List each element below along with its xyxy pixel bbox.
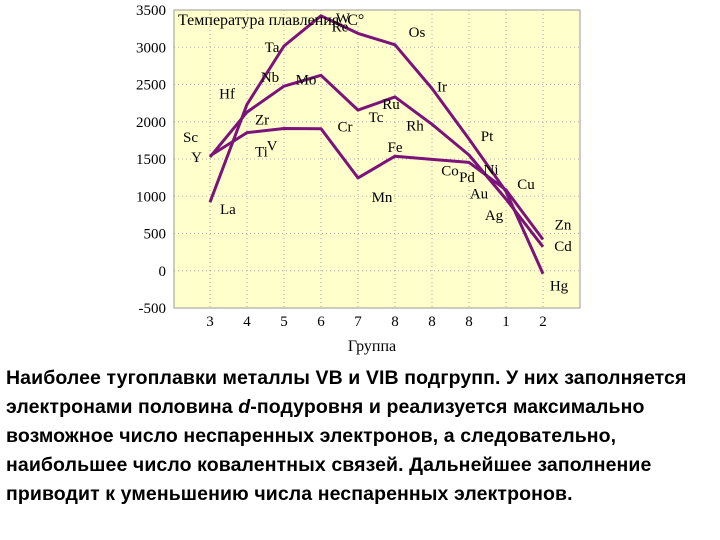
element-label-cd: Cd [554,239,572,255]
x-tick-label: 4 [243,314,251,330]
y-tick-label: 0 [159,264,167,280]
x-tick-label: 1 [502,314,510,330]
x-tick-labels: 3 4 5 6 7 8 8 8 1 2 [206,314,547,330]
series-lines [208,14,545,275]
element-label-cr: Cr [338,120,353,136]
x-tick-label: 8 [428,314,436,330]
y-tick-label: 3000 [136,40,166,56]
y-tick-label: 500 [144,227,167,243]
element-label-sc: Sc [183,130,198,146]
element-label-fe: Fe [388,140,403,156]
caption-text: Наиболее тугоплавки металлы VB и VIB под… [6,364,714,509]
element-label-re: Re [332,19,349,35]
element-label-nb: Nb [261,70,279,86]
element-label-ir: Ir [437,80,447,96]
y-tick-label: 2500 [136,78,166,94]
element-label-pt: Pt [481,129,494,145]
y-tick-label: 1500 [136,152,166,168]
y-tick-label: 1000 [136,189,166,205]
plot-border [173,9,581,309]
series-line-3 [208,14,545,275]
x-tick-label: 6 [317,314,325,330]
element-label-au: Au [470,186,489,202]
y-tick-label: 2000 [136,115,166,131]
plot-background [174,10,580,308]
melting-point-chart: 3500 3000 2500 2000 1500 1000 500 0 -500 3 4 5 6 7 8 8… [136,3,581,355]
y-tick-label: -500 [139,301,167,317]
element-label-os: Os [409,25,426,41]
caption-part-2: -подуровня и реализуется максимально воз… [6,396,652,505]
element-label-zn: Zn [555,217,572,233]
element-label-rh: Rh [406,118,424,134]
element-label-mn: Mn [372,190,393,206]
y-tick-labels: 3500 3000 2500 2000 1500 1000 500 0 -500 [136,3,166,317]
x-tick-label: 5 [280,314,288,330]
x-tick-label: 2 [539,314,547,330]
element-label-ta: Ta [265,40,280,56]
x-tick-label: 8 [391,314,399,330]
grid-lines [174,9,580,309]
element-label-zr: Zr [255,113,269,129]
element-label-pd: Pd [459,170,475,186]
element-label-y: Y [191,150,202,166]
caption-d-letter: d [238,396,251,418]
element-label-tc: Tc [369,110,384,126]
series-line-2 [208,73,545,248]
x-tick-label: 7 [354,314,362,330]
caption-part-1: Наиболее тугоплавки металлы VB и VIB под… [6,367,687,418]
element-label-cu: Cu [517,177,535,193]
element-label-hg: Hg [550,279,569,295]
element-label-ag: Ag [485,208,504,224]
element-label-ti: Ti [255,144,268,160]
x-axis-label: Группа [348,338,396,355]
element-label-v: V [267,138,278,154]
x-tick-label: 3 [206,314,214,330]
element-label-w: W [336,11,351,27]
element-label-mo: Mo [296,72,317,88]
x-tick-label: 8 [465,314,473,330]
element-label-ru: Ru [382,97,400,113]
element-label-co: Co [441,163,459,179]
y-tick-label: 3500 [136,3,166,19]
element-label-hf: Hf [219,86,235,102]
chart-title: Температура плавления, С° [178,12,364,29]
element-label-la: La [220,202,236,218]
element-label-ni: Ni [484,162,499,178]
